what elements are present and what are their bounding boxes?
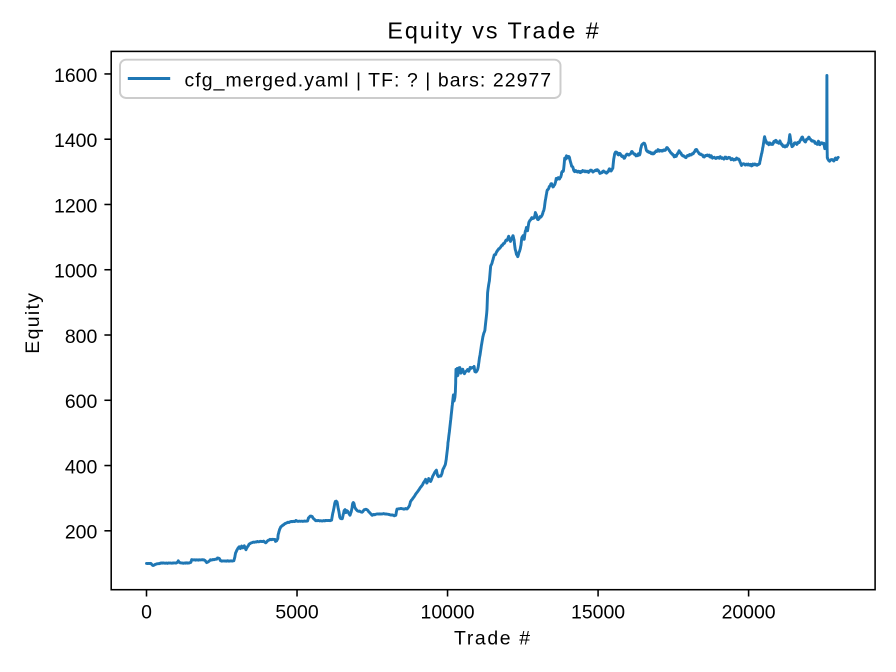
svg-text:1000: 1000 (54, 261, 97, 283)
svg-text:15000: 15000 (571, 601, 625, 623)
svg-text:20000: 20000 (722, 601, 776, 623)
svg-text:800: 800 (65, 326, 98, 348)
svg-text:600: 600 (65, 391, 98, 413)
svg-text:0: 0 (141, 601, 152, 623)
svg-text:1200: 1200 (54, 195, 97, 217)
svg-text:400: 400 (65, 456, 98, 478)
svg-text:1600: 1600 (54, 65, 97, 87)
svg-text:Trade #: Trade # (454, 628, 532, 650)
svg-text:cfg_merged.yaml | TF: ? | bars: cfg_merged.yaml | TF: ? | bars: 22977 (185, 69, 553, 91)
svg-text:Equity vs Trade #: Equity vs Trade # (387, 18, 600, 44)
svg-text:5000: 5000 (275, 601, 318, 623)
svg-text:10000: 10000 (421, 601, 475, 623)
svg-text:200: 200 (65, 522, 98, 544)
svg-text:1400: 1400 (54, 130, 97, 152)
svg-text:Equity: Equity (22, 292, 44, 354)
